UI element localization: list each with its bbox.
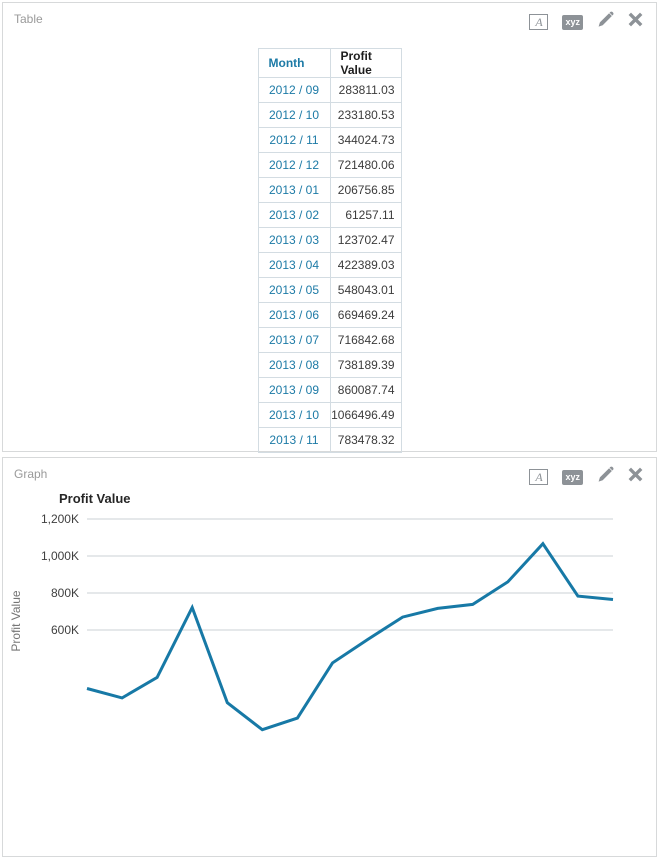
- xyz-icon: xyz: [562, 14, 583, 30]
- table-row: 2013 / 01 206756.85: [257, 177, 402, 203]
- profit-value-cell: 860087.74: [329, 377, 402, 403]
- table-panel-title: Table: [14, 12, 43, 26]
- table-row: 2013 / 06 669469.24: [257, 302, 402, 328]
- graph-panel-title: Graph: [14, 467, 48, 481]
- table-row: 2013 / 07 716842.68: [257, 327, 402, 353]
- graph-panel: Graph A xyz Profit Value 1,200K 1,000K 800: [2, 457, 657, 857]
- profit-value-cell: 716842.68: [329, 327, 402, 353]
- profit-value-cell: 283811.03: [329, 77, 402, 103]
- y-axis-title: Profit Value: [9, 590, 23, 652]
- edit-button[interactable]: [597, 466, 614, 488]
- chart-plot: [86, 518, 614, 732]
- edit-button[interactable]: [597, 11, 614, 33]
- table-panel: Table A xyz Month Profit: [2, 2, 657, 453]
- format-button[interactable]: A: [529, 469, 549, 485]
- table-row: 2012 / 09 283811.03: [257, 77, 402, 103]
- column-header-profit-value[interactable]: Profit Value: [329, 48, 402, 78]
- profit-value-cell: 123702.47: [329, 227, 402, 253]
- table-row: 2012 / 11 344024.73: [257, 127, 402, 153]
- table-row: 2013 / 10 1066496.49: [257, 402, 402, 428]
- format-a-icon: A: [529, 469, 549, 485]
- close-button[interactable]: [628, 12, 643, 32]
- month-link[interactable]: 2012 / 09: [257, 77, 331, 103]
- line-chart: Profit Value 1,200K 1,000K 800K 600K Profit…: [3, 458, 656, 856]
- profit-value-cell: 1066496.49: [329, 402, 402, 428]
- month-link[interactable]: 2013 / 04: [257, 252, 331, 278]
- profit-value-cell: 206756.85: [329, 177, 402, 203]
- text-view-button[interactable]: xyz: [562, 469, 583, 485]
- profit-value-cell: 422389.03: [329, 252, 402, 278]
- table-row: 2013 / 08 738189.39: [257, 352, 402, 378]
- month-link[interactable]: 2013 / 01: [257, 177, 331, 203]
- month-link[interactable]: 2013 / 11: [257, 427, 331, 453]
- y-tick-label: 800K: [50, 586, 79, 600]
- format-a-icon: A: [529, 14, 549, 30]
- xyz-icon: xyz: [562, 469, 583, 485]
- graph-panel-header: Graph A xyz: [3, 458, 656, 490]
- table-body: 2012 / 09 283811.03 2012 / 10 233180.53 …: [257, 77, 402, 453]
- profit-value-cell: 548043.01: [329, 277, 402, 303]
- month-link[interactable]: 2013 / 07: [257, 327, 331, 353]
- table-row: 2013 / 03 123702.47: [257, 227, 402, 253]
- table-header-row: Month Profit Value: [257, 48, 402, 78]
- month-link[interactable]: 2013 / 10: [257, 402, 331, 428]
- month-link[interactable]: 2013 / 02: [257, 202, 331, 228]
- profit-value-cell: 669469.24: [329, 302, 402, 328]
- month-link[interactable]: 2013 / 05: [257, 277, 331, 303]
- close-icon: [628, 12, 643, 32]
- y-tick-label: 1,000K: [40, 549, 79, 563]
- table-row: 2013 / 02 61257.11: [257, 202, 402, 228]
- y-tick-label: 1,200K: [40, 512, 79, 526]
- profit-value-cell: 721480.06: [329, 152, 402, 178]
- format-button[interactable]: A: [529, 14, 549, 30]
- text-view-button[interactable]: xyz: [562, 14, 583, 30]
- profit-value-cell: 783478.32: [329, 427, 402, 453]
- month-link[interactable]: 2012 / 12: [257, 152, 331, 178]
- table-row: 2013 / 09 860087.74: [257, 377, 402, 403]
- y-tick-label: 600K: [50, 623, 79, 637]
- close-icon: [628, 467, 643, 487]
- pencil-icon: [597, 466, 614, 488]
- month-link[interactable]: 2013 / 06: [257, 302, 331, 328]
- table-row: 2013 / 11 783478.32: [257, 427, 402, 453]
- table-panel-header: Table A xyz: [3, 3, 656, 35]
- graph-panel-toolbar: A xyz: [529, 466, 643, 488]
- pencil-icon: [597, 11, 614, 33]
- profit-value-cell: 61257.11: [329, 202, 402, 228]
- profit-value-cell: 344024.73: [329, 127, 402, 153]
- close-button[interactable]: [628, 467, 643, 487]
- profit-value-cell: 233180.53: [329, 102, 402, 128]
- data-table: Month Profit Value 2012 / 09 283811.03 2…: [257, 48, 402, 453]
- table-row: 2013 / 05 548043.01: [257, 277, 402, 303]
- month-link[interactable]: 2013 / 08: [257, 352, 331, 378]
- table-row: 2013 / 04 422389.03: [257, 252, 402, 278]
- month-link[interactable]: 2013 / 09: [257, 377, 331, 403]
- profit-value-cell: 738189.39: [329, 352, 402, 378]
- table-panel-toolbar: A xyz: [529, 11, 643, 33]
- month-link[interactable]: 2013 / 03: [257, 227, 331, 253]
- chart-title: Profit Value: [59, 491, 131, 506]
- column-header-month[interactable]: Month: [257, 48, 331, 78]
- month-link[interactable]: 2012 / 11: [257, 127, 331, 153]
- table-row: 2012 / 10 233180.53: [257, 102, 402, 128]
- month-link[interactable]: 2012 / 10: [257, 102, 331, 128]
- table-row: 2012 / 12 721480.06: [257, 152, 402, 178]
